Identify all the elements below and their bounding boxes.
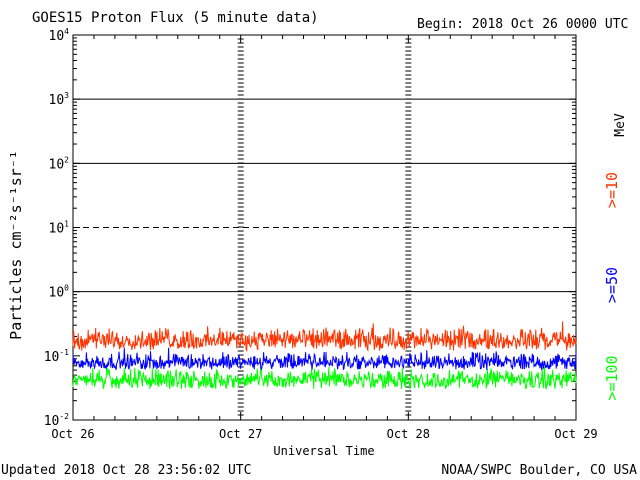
legend: >=10 >=50 >=100 [603, 172, 621, 401]
y-tick-label: 104 [49, 27, 70, 44]
legend-entry: >=50 [603, 267, 621, 303]
series-line [72, 365, 577, 390]
legend-entry: >=100 [603, 355, 621, 400]
begin-label: Begin: 2018 Oct 26 0000 UTC [417, 17, 628, 32]
x-tick-label: Oct 26 [51, 427, 94, 441]
y-tick-label: 103 [49, 91, 70, 108]
x-tick-label: Oct 28 [387, 427, 430, 441]
x-axis-label: Universal Time [273, 444, 374, 458]
series-line [72, 347, 577, 371]
y-tick-label: 100 [49, 284, 70, 301]
y-tick-label: 102 [49, 155, 70, 172]
series-line [72, 321, 577, 353]
chart-title: GOES15 Proton Flux (5 minute data) [32, 10, 319, 26]
x-tick-label: Oct 29 [554, 427, 597, 441]
y-tick-label: 101 [49, 220, 70, 237]
x-axis-ticks: Oct 26 Oct 27 Oct 28 Oct 29 [51, 35, 598, 441]
footer-updated: Updated 2018 Oct 28 23:56:02 UTC [1, 463, 251, 478]
footer-credit: NOAA/SWPC Boulder, CO USA [441, 463, 637, 478]
legend-entry: >=10 [603, 172, 621, 208]
y-tick-label: 10-1 [44, 348, 69, 365]
series-group [72, 321, 577, 390]
x-tick-label: Oct 27 [219, 427, 262, 441]
y-axis-label: Particles cm⁻²s⁻¹sr⁻¹ [7, 150, 25, 340]
legend-unit-mev: MeV [613, 113, 628, 137]
